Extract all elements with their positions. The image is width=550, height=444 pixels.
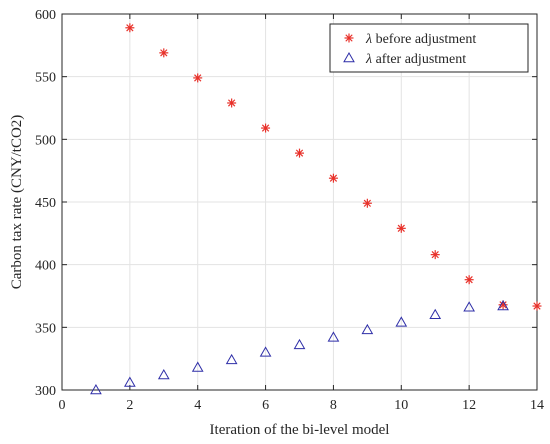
data-point-before: [362, 198, 372, 208]
data-point-before: [261, 123, 271, 133]
data-point-before: [159, 48, 169, 58]
data-point-after: [191, 361, 204, 372]
data-point-before: [328, 173, 338, 183]
data-point-before: [498, 300, 508, 310]
data-point-after: [429, 308, 442, 320]
legend-marker-asterisk: [344, 33, 354, 43]
x-tick-label: 6: [262, 398, 269, 413]
y-tick-label: 300: [35, 384, 56, 399]
legend: λ before adjustment λ after adjustment: [329, 23, 529, 73]
x-tick-label: 4: [194, 398, 201, 413]
x-tick-label: 14: [530, 398, 544, 413]
data-point-before: [396, 223, 406, 233]
data-point-after: [463, 301, 476, 312]
y-axis-label: Carbon tax rate (CNY/tCO2): [9, 115, 25, 290]
legend-entry-before: λ before adjustment: [344, 32, 476, 47]
plot-frame: [61, 13, 538, 391]
data-point-before: [193, 73, 203, 83]
axis-ticks: 0 2 4 6 8 10 12 14 300 350 400 450 500 550 600: [35, 8, 544, 413]
legend-text-after: after adjustment: [372, 52, 466, 67]
data-point-after: [497, 300, 509, 311]
legend-triangle: [343, 51, 355, 63]
x-tick-label: 2: [126, 398, 133, 413]
y-tick-label: 350: [35, 321, 56, 336]
x-axis-label: Iteration of the bi-level model: [210, 422, 390, 438]
data-point-after: [293, 338, 306, 350]
legend-entry-after: λ after adjustment: [343, 51, 466, 67]
y-tick-label: 600: [35, 8, 56, 23]
legend-marker-triangle: [343, 51, 355, 63]
x-tick-label: 8: [330, 398, 337, 413]
y-tick-label: 400: [35, 259, 56, 274]
data-point-after: [123, 376, 136, 387]
data-points: [90, 23, 542, 395]
y-tick-label: 500: [35, 133, 56, 148]
data-point-before: [125, 23, 135, 33]
data-point-before: [430, 250, 440, 260]
data-point-before: [227, 98, 237, 108]
x-tick-label: 12: [462, 398, 476, 413]
data-point-after: [395, 316, 408, 327]
legend-label-after: λ after adjustment: [365, 52, 466, 67]
data-point-after: [361, 323, 374, 335]
data-point-after: [259, 346, 272, 357]
x-tick-label: 10: [394, 398, 408, 413]
data-point-before: [464, 275, 474, 285]
legend-symbol-before: λ: [365, 32, 372, 47]
legend-symbol-after: λ: [365, 52, 372, 67]
x-tick-label: 0: [59, 398, 66, 413]
data-point-after: [225, 353, 238, 365]
data-point-before: [532, 301, 542, 311]
legend-label-before: λ before adjustment: [365, 32, 476, 47]
data-point-after: [90, 383, 102, 395]
data-point-before: [295, 148, 304, 158]
legend-text-before: before adjustment: [372, 32, 476, 47]
y-tick-label: 450: [35, 196, 56, 211]
y-tick-label: 550: [35, 71, 56, 86]
legend-box: [329, 23, 529, 73]
data-point-after: [327, 331, 340, 342]
legend-asterisk: [344, 33, 354, 43]
data-point-after: [157, 368, 170, 380]
grid-lines: [61, 13, 538, 391]
